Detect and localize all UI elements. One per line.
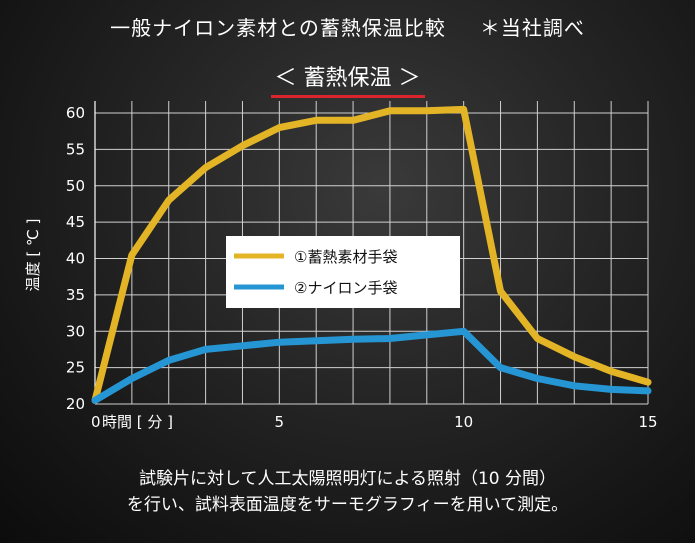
legend-label: ①蓄熱素材手袋 bbox=[294, 248, 397, 266]
subtitle-container: ＜ 蓄熱保温 ＞ bbox=[0, 60, 695, 98]
series-line-nylon-glove bbox=[91, 327, 652, 404]
axis-layer: 20 25 30 35 40 45 50 55 60 0 5 10 15 時間 [ 分 ] 温度 [ ℃ ] bbox=[24, 101, 658, 431]
legend-box bbox=[226, 236, 460, 308]
y-tick-label: 35 bbox=[66, 286, 85, 304]
y-axis-label: 温度 [ ℃ ] bbox=[24, 219, 42, 292]
x-tick-label: 15 bbox=[638, 413, 657, 431]
y-tick-label: 40 bbox=[66, 250, 85, 268]
y-tick-label: 60 bbox=[66, 104, 85, 122]
series-layer bbox=[91, 105, 652, 404]
y-tick-label: 30 bbox=[66, 322, 85, 340]
chart-subtitle: ＜ 蓄熱保温 ＞ bbox=[270, 60, 425, 98]
chart-title-row: 一般ナイロン素材との蓄熱保温比較 ＊当社調べ bbox=[0, 12, 695, 41]
caption-line-1: 試験片に対して人工太陽照明灯による照射（10 分間） bbox=[138, 469, 556, 489]
x-tick-label: 5 bbox=[275, 413, 285, 431]
y-tick-label: 45 bbox=[66, 213, 85, 231]
chart-caption: 試験片に対して人工太陽照明灯による照射（10 分間） を行い、試料表面温度をサー… bbox=[0, 466, 695, 518]
page-title: 一般ナイロン素材との蓄熱保温比較 bbox=[110, 16, 446, 40]
legend-label: ②ナイロン手袋 bbox=[294, 279, 397, 297]
legend: ①蓄熱素材手袋 ②ナイロン手袋 bbox=[226, 236, 460, 308]
y-tick-label: 20 bbox=[66, 395, 85, 413]
x-axis-label: 時間 [ 分 ] bbox=[102, 413, 173, 431]
y-tick-label: 55 bbox=[66, 140, 85, 158]
series-line-thermal-glove bbox=[91, 105, 652, 404]
x-tick-label: 0 bbox=[91, 413, 101, 431]
y-tick-label: 50 bbox=[66, 177, 85, 195]
y-tick-label: 25 bbox=[66, 359, 85, 377]
research-note: ＊当社調べ bbox=[479, 16, 585, 40]
caption-line-2: を行い、試料表面温度をサーモグラフィーを用いて測定。 bbox=[126, 495, 569, 515]
x-tick-label: 10 bbox=[454, 413, 473, 431]
